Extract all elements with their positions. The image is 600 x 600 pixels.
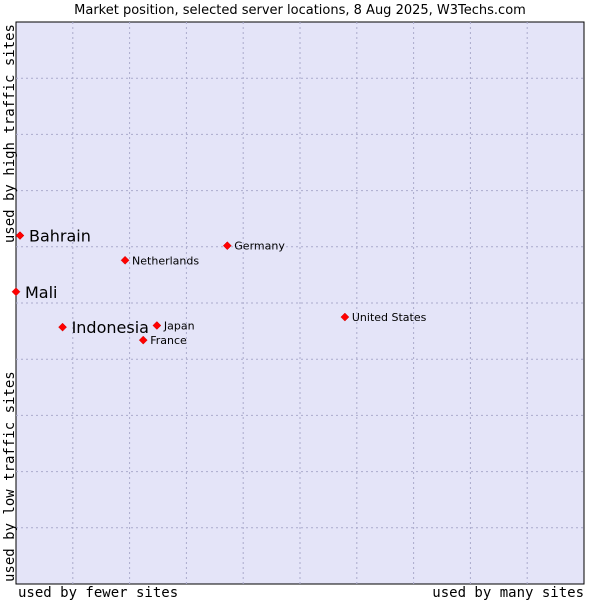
point-marker-germany: [222, 241, 232, 251]
point-marker-france: [138, 335, 148, 345]
grid-lines: [16, 22, 584, 584]
y-axis-label-top: used by high traffic sites: [2, 24, 18, 243]
point-label-united-states: United States: [352, 311, 427, 324]
point-label-japan: Japan: [163, 319, 195, 332]
x-axis-label-right: used by many sites: [432, 585, 584, 600]
point-marker-netherlands: [120, 255, 130, 265]
point-label-netherlands: Netherlands: [132, 254, 199, 267]
y-axis-label-bottom: used by low traffic sites: [2, 371, 18, 582]
point-marker-bahrain: [15, 231, 25, 240]
x-axis-label-left: used by fewer sites: [18, 585, 178, 600]
point-label-bahrain: Bahrain: [29, 227, 91, 246]
point-marker-united-states: [340, 312, 350, 322]
data-points: Bahrain Mali Indonesia Netherlands Germany Un…: [11, 227, 427, 347]
point-marker-mali: [11, 287, 21, 297]
point-label-mali: Mali: [25, 283, 58, 302]
chart-title: Market position, selected server locatio…: [74, 3, 526, 18]
point-label-indonesia: Indonesia: [72, 318, 149, 337]
point-marker-japan: [152, 321, 162, 330]
point-label-france: France: [150, 334, 187, 347]
point-marker-indonesia: [58, 322, 67, 332]
point-label-germany: Germany: [234, 240, 285, 253]
